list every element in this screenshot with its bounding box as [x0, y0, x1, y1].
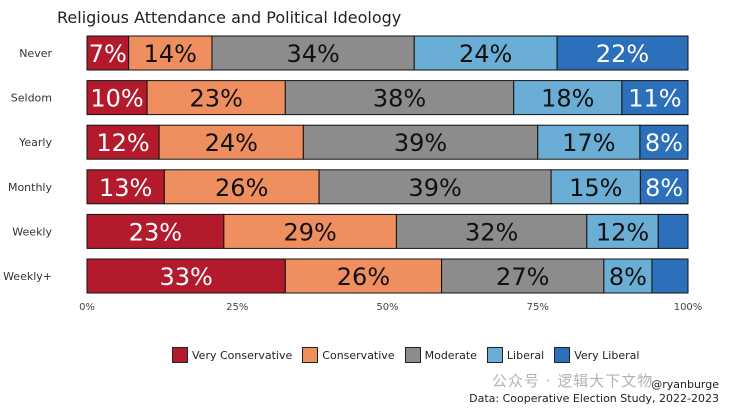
- data-label: 38%: [373, 85, 426, 113]
- legend-item: Moderate: [404, 347, 477, 363]
- data-label: 33%: [159, 263, 212, 291]
- data-label: 12%: [596, 218, 649, 246]
- bar-segment: [158, 124, 304, 160]
- legend-label: Conservative: [322, 348, 395, 362]
- data-label: 32%: [465, 218, 518, 246]
- bar-segment: [657, 213, 689, 249]
- legend-label: Moderate: [424, 348, 477, 362]
- bar-segment: [537, 124, 641, 160]
- legend-label: Very Conservative: [192, 348, 293, 362]
- bar-segment: [318, 169, 552, 205]
- legend-swatch: [486, 347, 503, 363]
- data-label: 17%: [562, 129, 615, 157]
- data-label: 8%: [645, 174, 683, 202]
- bar-segment: [651, 258, 689, 294]
- legend-item: Very Liberal: [554, 347, 639, 363]
- category-label: Yearly: [18, 136, 52, 149]
- bar-segment: [639, 169, 689, 205]
- bar-segment: [86, 35, 130, 71]
- data-label: 10%: [90, 85, 143, 113]
- data-label: 23%: [129, 218, 182, 246]
- data-label: 14%: [144, 40, 197, 68]
- bar-segment: [639, 124, 689, 160]
- x-tick-label: 0%: [79, 302, 95, 313]
- legend-swatch: [172, 347, 188, 363]
- legend-label: Very Liberal: [574, 348, 640, 362]
- x-tick-label: 25%: [226, 302, 248, 313]
- data-label: 24%: [205, 129, 258, 157]
- bar-segment: [284, 258, 443, 294]
- watermark: 公众号 · 逻辑大下文物: [492, 372, 654, 390]
- data-label: 15%: [569, 174, 622, 202]
- bar-segment: [513, 80, 623, 116]
- legend-swatch: [554, 347, 571, 363]
- legend-label: Liberal: [506, 348, 545, 362]
- data-label: 29%: [283, 218, 336, 246]
- data-label: 27%: [496, 263, 549, 291]
- data-label: 39%: [394, 129, 447, 157]
- data-label: 26%: [337, 263, 390, 291]
- bar-segment: [86, 258, 286, 294]
- legend-item: Very Conservative: [172, 347, 292, 363]
- data-label: 12%: [96, 129, 149, 157]
- source-note: Data: Cooperative Election Study, 2022-2…: [469, 392, 719, 405]
- credit: @ryanburge: [651, 378, 719, 391]
- data-label: 7%: [89, 40, 127, 68]
- category-label: Weekly: [12, 225, 52, 238]
- data-label: 8%: [645, 129, 683, 157]
- data-label: 11%: [628, 85, 681, 113]
- bar-segment: [621, 80, 689, 116]
- data-label: 18%: [541, 85, 594, 113]
- bar-segment: [86, 213, 225, 249]
- legend-item: Conservative: [302, 347, 395, 363]
- data-label: 8%: [609, 263, 647, 291]
- bar-segment: [603, 258, 653, 294]
- bar-segment: [550, 169, 641, 205]
- bar-segment: [146, 80, 286, 116]
- data-label: 26%: [215, 174, 268, 202]
- x-tick-label: 75%: [527, 302, 549, 313]
- data-label: 22%: [596, 40, 649, 68]
- legend-item: Liberal: [486, 347, 545, 363]
- category-label: Seldom: [11, 92, 52, 105]
- bar-segment: [284, 80, 515, 116]
- legend-swatch: [302, 347, 319, 363]
- bar-segment: [86, 169, 165, 205]
- legend-swatch: [404, 347, 421, 363]
- data-label: 39%: [408, 174, 461, 202]
- category-label: Weekly+: [3, 270, 52, 283]
- x-tick-label: 50%: [376, 302, 398, 313]
- data-label: 34%: [286, 40, 339, 68]
- bar-segment: [395, 213, 588, 249]
- data-label: 13%: [99, 174, 152, 202]
- legend: Very Conservative Conservative Moderate Lib…: [172, 347, 639, 363]
- bar-segment: [556, 35, 689, 71]
- bar-segment: [128, 35, 213, 71]
- x-tick-label: 100%: [674, 302, 703, 313]
- bar-segment: [441, 258, 605, 294]
- data-label: 23%: [190, 85, 243, 113]
- bar-segment: [223, 213, 397, 249]
- chart-title: Religious Attendance and Political Ideol…: [57, 8, 402, 27]
- bar-segment: [86, 80, 148, 116]
- data-label: 24%: [459, 40, 512, 68]
- category-label: Monthly: [8, 181, 53, 194]
- category-label: Never: [19, 47, 52, 60]
